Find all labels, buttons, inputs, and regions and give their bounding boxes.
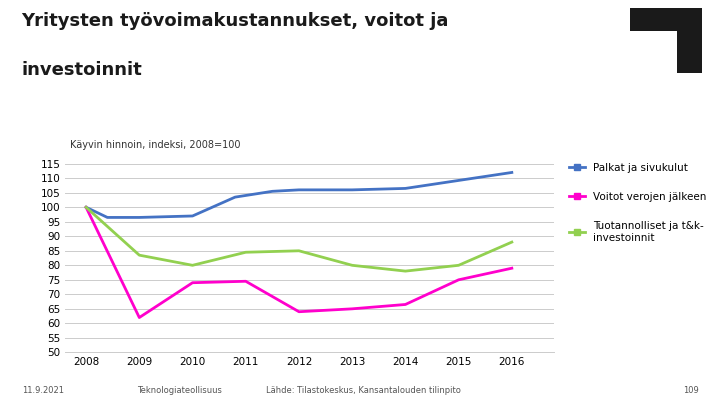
Text: 11.9.2021: 11.9.2021	[22, 386, 63, 395]
Text: investoinnit: investoinnit	[22, 61, 143, 79]
Bar	[677, 31, 702, 73]
Bar	[630, 8, 702, 31]
Text: 109: 109	[683, 386, 698, 395]
Text: Teknologiateollisuus: Teknologiateollisuus	[137, 386, 222, 395]
Text: Lähde: Tilastokeskus, Kansantalouden tilinpito: Lähde: Tilastokeskus, Kansantalouden til…	[266, 386, 462, 395]
Legend: Palkat ja sivukulut, Voitot verojen jälkeen, Tuotannolliset ja t&k-
investoinnit: Palkat ja sivukulut, Voitot verojen jälk…	[570, 163, 707, 243]
Text: Käyvin hinnoin, indeksi, 2008=100: Käyvin hinnoin, indeksi, 2008=100	[70, 140, 240, 150]
Text: Yritysten työvoimakustannukset, voitot ja: Yritysten työvoimakustannukset, voitot j…	[22, 12, 449, 30]
